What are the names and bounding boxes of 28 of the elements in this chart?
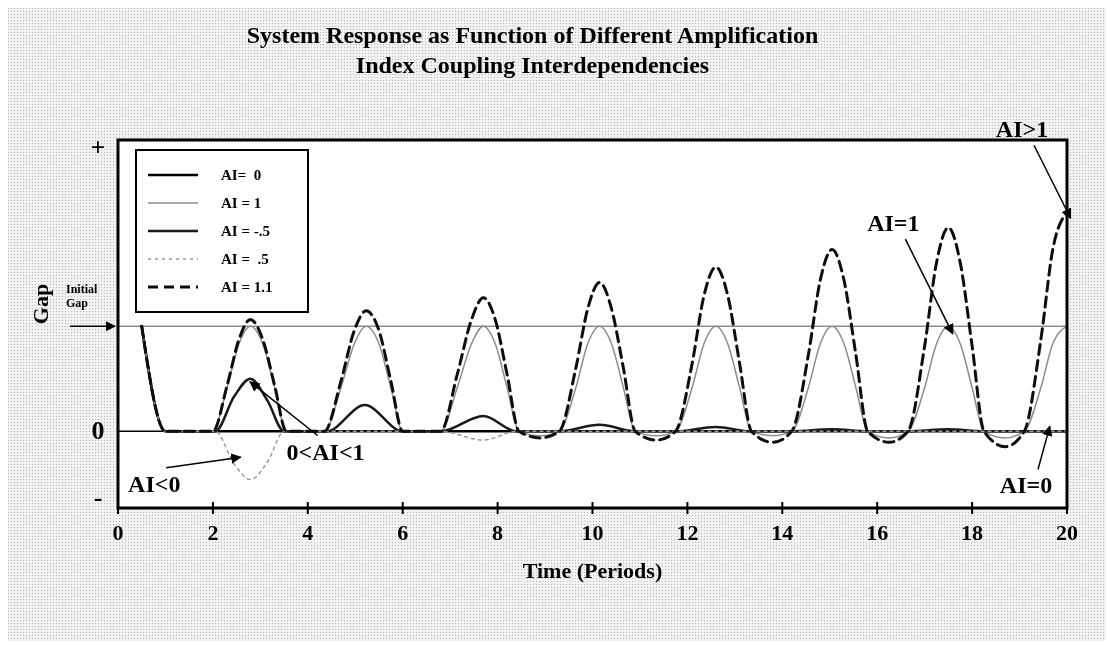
legend-label: AI = .5: [221, 251, 269, 267]
x-tick-label: 14: [771, 520, 794, 545]
ref-line-label: Initial Gap: [66, 282, 99, 311]
x-tick-label: 6: [397, 520, 409, 545]
x-tick-label: 4: [302, 520, 314, 545]
y-axis-title: Gap: [28, 283, 53, 325]
x-axis-title: Time (Periods): [522, 558, 663, 583]
x-tick-label: 16: [866, 520, 889, 545]
annotation: AI<0: [128, 470, 181, 497]
x-tick-label: 12: [676, 520, 699, 545]
annotation: AI=0: [999, 472, 1053, 499]
annotation: AI=1: [867, 210, 920, 237]
x-tick-label: 10: [581, 520, 604, 545]
legend-label: AI = 1: [221, 195, 262, 211]
legend-label: AI= 0: [221, 167, 262, 183]
legend-label: AI = -.5: [221, 223, 270, 239]
text: +: [90, 133, 106, 162]
annotation: AI>1: [995, 116, 1049, 143]
x-tick-label: 18: [961, 520, 984, 545]
text: -: [93, 483, 103, 512]
annotation: 0<AI<1: [286, 438, 365, 465]
x-tick-label: 2: [207, 520, 219, 545]
legend-label: AI = 1.1: [221, 279, 273, 295]
x-tick-label: 20: [1056, 520, 1078, 545]
chart-title: System Response as Function of Different Amplification Index Coupling Interdependencies: [246, 22, 819, 78]
x-tick-label: 8: [492, 520, 504, 545]
text: 0: [91, 416, 105, 446]
x-tick-label: 0: [112, 520, 124, 545]
